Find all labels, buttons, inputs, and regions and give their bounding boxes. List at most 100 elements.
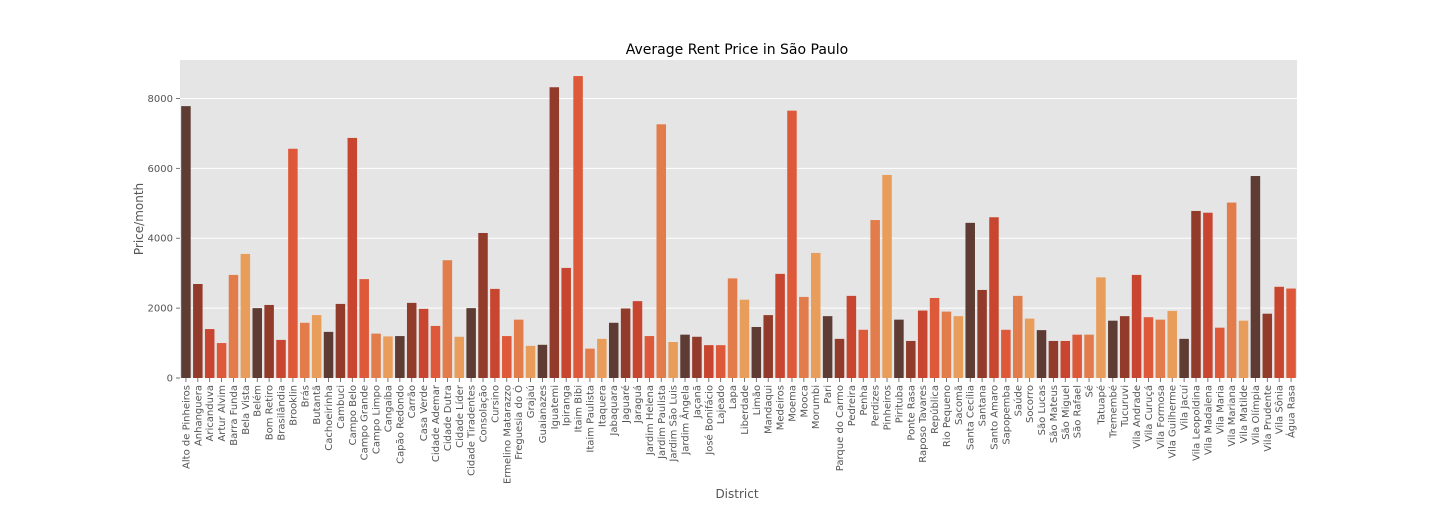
- x-tick-label: Rio Pequeno: [942, 385, 953, 447]
- bar: [1096, 277, 1106, 378]
- bar: [680, 334, 690, 378]
- x-tick-label: Morumbi: [811, 385, 822, 429]
- bar: [715, 345, 726, 378]
- bar: [216, 343, 227, 378]
- bar: [525, 345, 536, 378]
- x-tick-label: Cangaíba: [382, 385, 394, 432]
- y-tick-label: 4000: [148, 234, 173, 245]
- x-tick-label: Tatuapé: [1095, 385, 1107, 425]
- bar: [870, 220, 880, 378]
- bar: [1060, 340, 1071, 378]
- x-tick-label: Aricanduva: [205, 385, 216, 441]
- bar: [822, 316, 833, 378]
- bar: [490, 288, 500, 378]
- x-tick-label: Grajaú: [525, 385, 537, 418]
- x-tick-label: Liberdade: [740, 385, 751, 435]
- bar: [502, 336, 512, 378]
- x-axis-ticks: Alto de Pinheiros Anhanguera Aricanduva Art…: [181, 378, 1298, 484]
- bar: [965, 222, 975, 378]
- bar: [513, 319, 524, 378]
- bar: [466, 308, 476, 378]
- x-tick-label: Casa Verde: [419, 385, 430, 441]
- bar: [858, 329, 869, 378]
- x-tick-label: Limão: [752, 385, 763, 415]
- x-tick-label: Cachoeirinha: [324, 385, 335, 451]
- bar: [1179, 338, 1189, 378]
- bar: [181, 106, 191, 378]
- x-tick-label: Ponte Rasa: [906, 385, 917, 441]
- y-tick-label: 0: [167, 374, 173, 385]
- bar: [644, 336, 655, 378]
- bar: [704, 345, 714, 378]
- x-tick-label: Jabaquara: [609, 385, 620, 437]
- x-tick-label: Vila Sônia: [1274, 385, 1286, 434]
- x-tick-label: Santana: [978, 385, 989, 426]
- bar: [989, 217, 999, 378]
- bar: [228, 274, 239, 378]
- bar: [1203, 212, 1213, 378]
- bar: [311, 315, 322, 378]
- x-tick-label: Carrão: [407, 385, 418, 418]
- bar: [1072, 334, 1082, 378]
- bar: [1274, 286, 1284, 378]
- x-tick-label: Sé: [1084, 385, 1096, 398]
- bar: [264, 304, 274, 378]
- x-tick-label: Sacomã: [954, 385, 965, 425]
- bar: [193, 283, 203, 378]
- bar: [1119, 316, 1130, 378]
- bar: [406, 302, 417, 378]
- bar: [240, 253, 251, 378]
- bar: [454, 336, 465, 378]
- x-tick-label: Campo Limpo: [372, 385, 383, 454]
- x-tick-label: Vila Mariana: [1227, 385, 1238, 447]
- bar: [941, 311, 952, 378]
- bar: [597, 338, 607, 378]
- x-tick-label: Pari: [823, 385, 834, 404]
- x-tick-label: Moema: [787, 385, 798, 422]
- bar: [787, 110, 797, 379]
- chart-title: Average Rent Price in São Paulo: [626, 42, 848, 58]
- x-tick-label: Campo Grande: [360, 385, 371, 460]
- x-tick-label: Tremembé: [1107, 385, 1119, 439]
- bar: [1250, 176, 1261, 378]
- bar: [323, 331, 334, 378]
- x-tick-label: Jardim Ângela: [679, 385, 692, 456]
- x-tick-label: Vila Curuçá: [1143, 385, 1155, 442]
- x-tick-label: São Lucas: [1037, 385, 1048, 435]
- bar: [1167, 310, 1177, 378]
- bar: [656, 124, 667, 378]
- x-tick-label: São Rafael: [1073, 385, 1084, 438]
- x-tick-label: Campo Belo: [348, 385, 359, 445]
- bar: [1001, 329, 1011, 378]
- x-tick-label: Artur Alvim: [217, 385, 228, 442]
- x-tick-label: Alto de Pinheiros: [181, 385, 192, 469]
- bar: [739, 299, 750, 378]
- y-axis-ticks: 0 2000 4000 6000 8000: [148, 94, 180, 385]
- bar: [537, 344, 548, 378]
- x-tick-label: Jardim São Luis: [669, 385, 680, 463]
- bar: [1024, 318, 1035, 378]
- bar: [300, 322, 310, 378]
- x-tick-label: Penha: [859, 385, 870, 416]
- x-tick-label: Butantã: [312, 385, 323, 425]
- x-tick-label: Itaquera: [597, 385, 608, 427]
- bar: [894, 319, 904, 378]
- x-tick-label: Pirituba: [894, 385, 905, 423]
- x-tick-label: Vila Matilde: [1239, 385, 1250, 443]
- x-tick-label: Jardim Helena: [645, 385, 656, 456]
- x-tick-label: José Bonifácio: [703, 385, 715, 456]
- x-tick-label: Vila Jacuí: [1179, 384, 1191, 430]
- bar: [906, 340, 916, 378]
- x-tick-label: Lapa: [728, 385, 739, 409]
- x-tick-label: Capão Redondo: [395, 385, 406, 464]
- bar: [1191, 210, 1201, 378]
- x-tick-label: Bela Vista: [241, 385, 252, 435]
- x-tick-label: Vila Guilherme: [1168, 385, 1179, 458]
- x-tick-label: São Miguel: [1061, 385, 1072, 440]
- bar: [751, 326, 762, 378]
- x-axis-label: District: [715, 487, 758, 501]
- bar: [288, 148, 298, 378]
- x-tick-label: Vila Formosa: [1156, 385, 1167, 449]
